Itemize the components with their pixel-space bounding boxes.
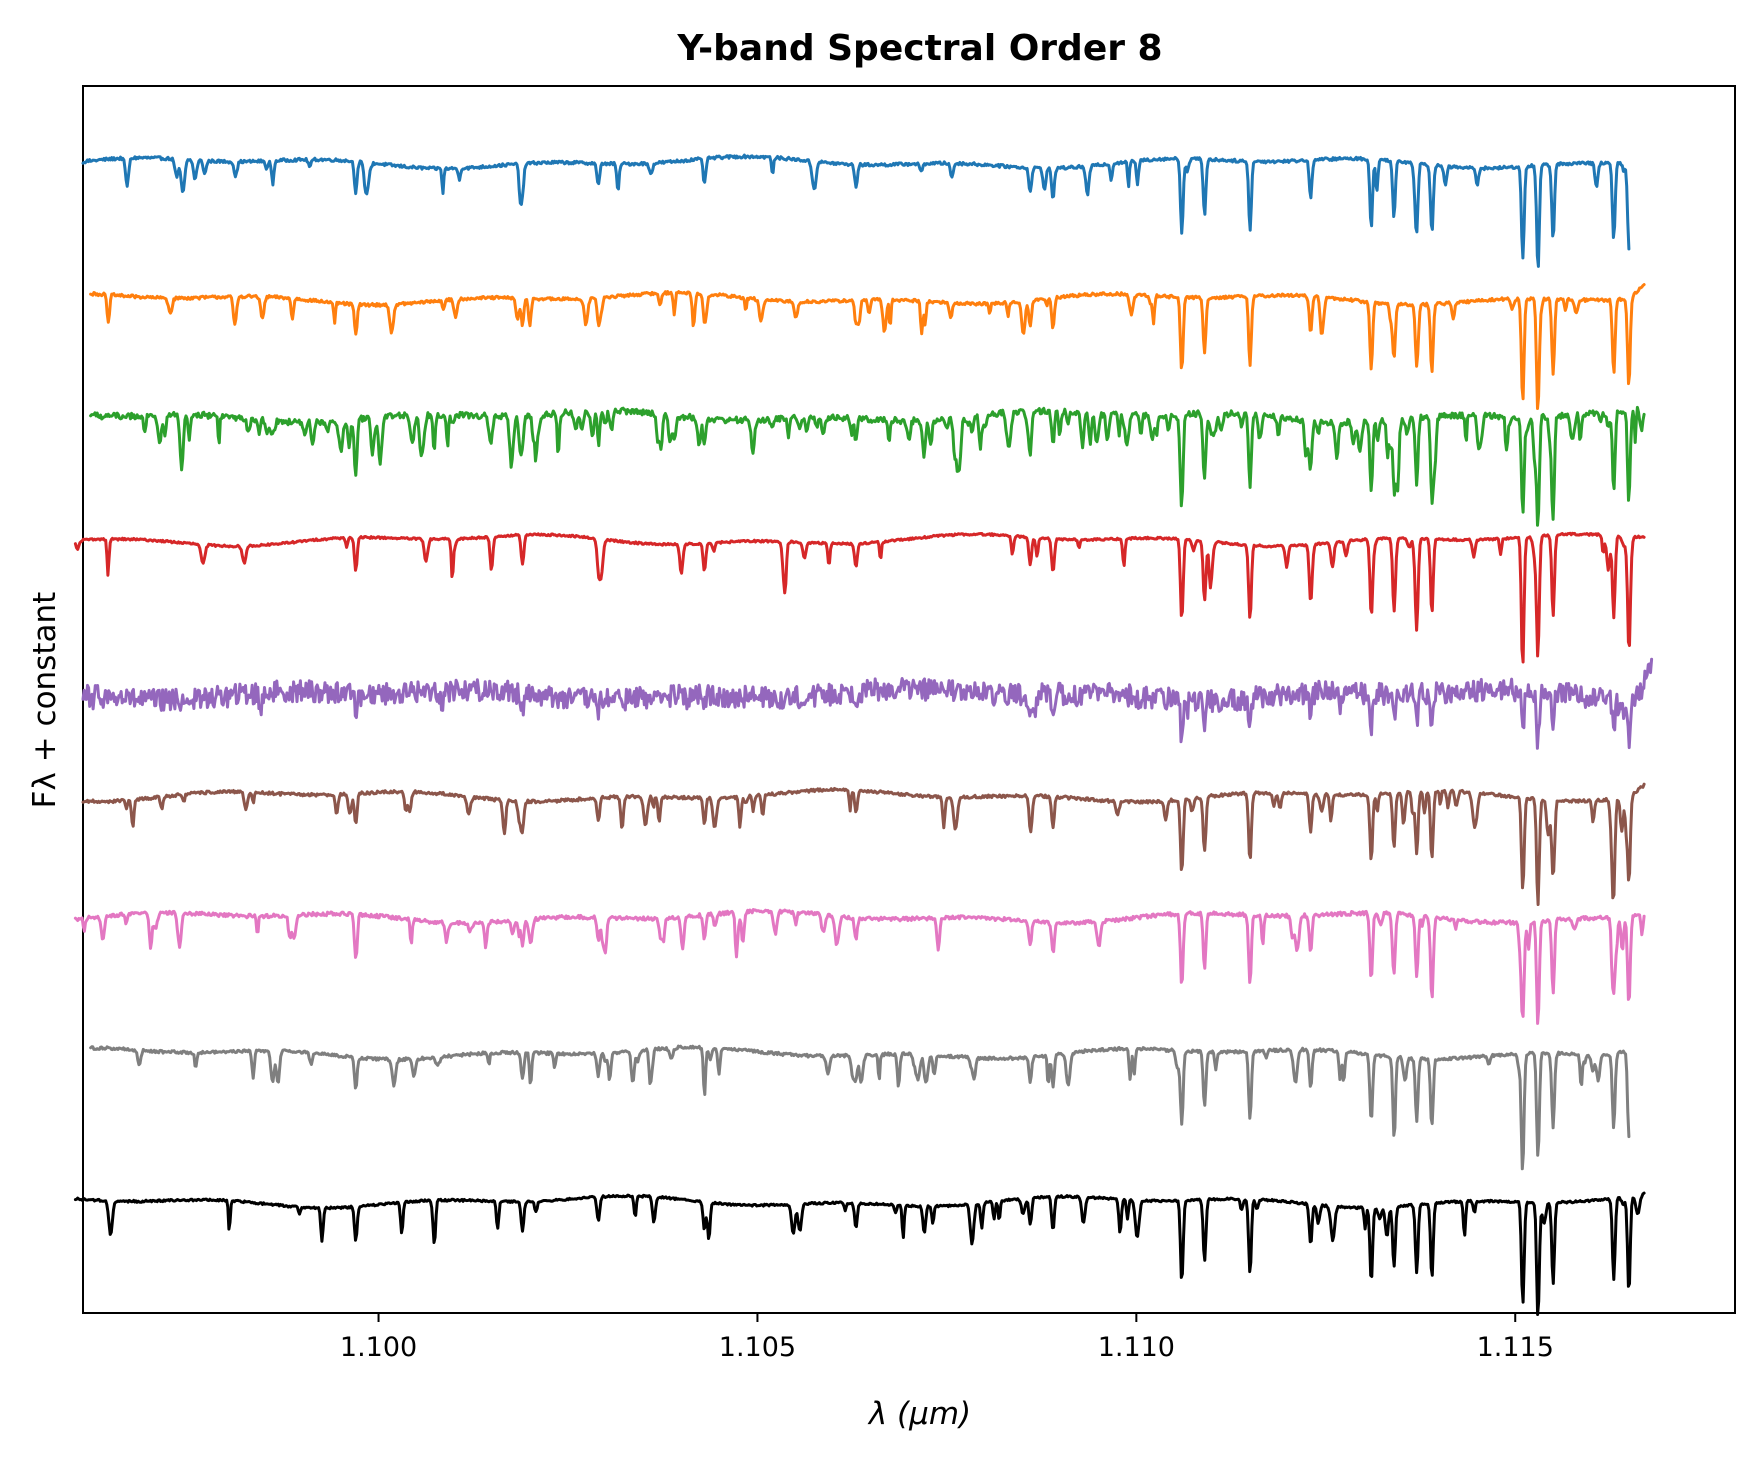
x-tick-label: 1.105 <box>719 1332 796 1363</box>
series-line-spectrum-8 <box>91 1046 1629 1169</box>
x-axis: 1.100 1.105 1.110 1.115 <box>340 1313 1554 1363</box>
series-line-spectrum-7 <box>75 910 1644 1024</box>
series-line-spectrum-2 <box>91 285 1645 409</box>
series-line-spectrum-3 <box>91 407 1645 525</box>
series-layer <box>75 155 1651 1314</box>
series-line-spectrum-1 <box>83 155 1629 266</box>
series-line-spectrum-4 <box>75 533 1644 662</box>
y-axis-label: Fλ + constant <box>27 592 63 809</box>
x-tick-label: 1.110 <box>1098 1332 1175 1363</box>
series-line-spectrum-9 <box>75 1193 1644 1314</box>
x-axis-label: λ (μm) <box>867 1396 971 1432</box>
chart-title: Y-band Spectral Order 8 <box>676 28 1162 69</box>
x-tick-label: 1.115 <box>1477 1332 1554 1363</box>
x-tick-label: 1.100 <box>340 1332 417 1363</box>
series-line-spectrum-5 <box>83 659 1652 748</box>
series-line-spectrum-6 <box>83 784 1644 904</box>
